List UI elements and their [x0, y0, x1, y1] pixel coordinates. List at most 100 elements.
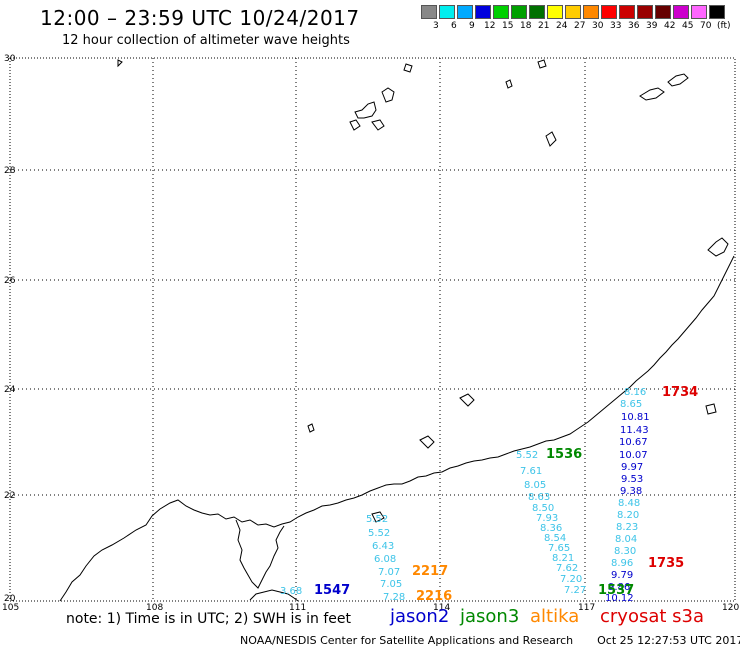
lat-label: 26 — [4, 276, 16, 286]
scale-swatch — [421, 5, 437, 19]
scale-label: 45 — [682, 21, 694, 31]
credit-text: NOAA/NESDIS Center for Satellite Applica… — [240, 634, 574, 647]
swh-value: 8.20 — [617, 510, 639, 521]
island — [354, 101, 377, 119]
swh-value: 11.43 — [620, 425, 649, 436]
lon-label: 117 — [578, 603, 595, 613]
scale-label: 33 — [610, 21, 622, 31]
legend-jason3: jason3 — [460, 606, 520, 627]
scale-label: 27 — [574, 21, 586, 31]
generation-timestamp: Oct 25 12:27:53 UTC 2017 — [597, 634, 740, 647]
pass-time-label: 2217 — [412, 564, 448, 579]
swh-value: 7.05 — [380, 579, 402, 590]
lon-label: 105 — [2, 603, 19, 613]
swh-value: 9.53 — [621, 474, 643, 485]
lon-label: 108 — [146, 603, 163, 613]
peninsula-coastline — [235, 519, 285, 589]
scale-swatch — [619, 5, 635, 19]
map-frame — [9, 57, 736, 602]
island — [707, 237, 729, 257]
legend-altika: altika — [530, 606, 580, 627]
scale-swatch — [439, 5, 455, 19]
swh-value: 3.68 — [280, 586, 302, 597]
swh-value: 8.21 — [552, 553, 574, 564]
swh-value: 10.81 — [621, 412, 650, 423]
lon-label: 120 — [722, 603, 739, 613]
swh-value: 7.07 — [378, 567, 400, 578]
scale-label: 3 — [433, 21, 439, 31]
swh-value: 5.52 — [368, 528, 390, 539]
island — [381, 87, 395, 103]
scale-swatch — [637, 5, 653, 19]
pass-time-label: 1547 — [314, 583, 350, 598]
island — [667, 73, 689, 87]
lat-label: 24 — [4, 385, 16, 395]
scale-swatch — [673, 5, 689, 19]
swh-value: 8.48 — [618, 498, 640, 509]
swh-value: 8.50 — [532, 503, 554, 514]
scale-swatch — [457, 5, 473, 19]
swh-value: 7.28 — [383, 592, 405, 603]
swh-value: 6.08 — [374, 554, 396, 565]
map-subtitle: 12 hour collection of altimeter wave hei… — [62, 33, 350, 48]
island — [639, 87, 665, 101]
scale-label: 70 — [700, 21, 712, 31]
scale-label: 36 — [628, 21, 640, 31]
pass-time-labels: 1536 1547 2217 2216 1537 1734 1735 — [314, 385, 698, 604]
island — [117, 59, 123, 68]
scale-swatch — [547, 5, 563, 19]
lat-label: 28 — [4, 166, 16, 176]
pass-time-label: 1735 — [648, 556, 684, 571]
swh-value: 5.52 — [366, 514, 388, 525]
island — [505, 79, 513, 89]
track-values: 5.52 7.61 8.05 8.63 8.50 7.93 8.36 8.54 … — [280, 387, 650, 604]
swh-value: 10.07 — [619, 450, 648, 461]
hainan-island — [249, 589, 299, 602]
island — [371, 511, 385, 523]
pass-time-label: 1536 — [546, 447, 582, 462]
scale-swatch — [601, 5, 617, 19]
swh-value: 7.62 — [556, 563, 578, 574]
island — [537, 59, 547, 69]
swh-value: 7.65 — [548, 543, 570, 554]
coastline — [59, 59, 735, 602]
swh-value: 7.61 — [520, 466, 542, 477]
lon-label: 114 — [433, 603, 450, 613]
swh-value: 7.20 — [560, 574, 582, 585]
pass-time-label: 1537 — [598, 583, 634, 598]
legend-cryosat-s3a: cryosat s3a — [600, 606, 705, 627]
island — [459, 393, 475, 407]
scale-label: 18 — [520, 21, 532, 31]
longitude-gridlines — [152, 58, 586, 601]
wave-height-color-scale — [421, 5, 727, 19]
island — [403, 63, 413, 73]
lat-label: 22 — [4, 491, 15, 501]
swh-value: 8.65 — [620, 399, 642, 410]
scale-swatch — [655, 5, 671, 19]
island — [545, 131, 557, 147]
scale-swatch — [475, 5, 491, 19]
swh-value: 10.12 — [605, 593, 634, 604]
scale-labels: 3 6 9 12 15 18 21 24 27 30 33 36 39 42 4… — [421, 21, 740, 33]
scale-swatch — [565, 5, 581, 19]
pass-time-label: 2216 — [416, 589, 452, 604]
island — [371, 119, 385, 131]
scale-label: 30 — [592, 21, 604, 31]
scale-label: 42 — [664, 21, 676, 31]
scale-label: (ft) — [717, 21, 731, 31]
swh-value: 9.79 — [611, 570, 633, 581]
scale-label: 15 — [502, 21, 514, 31]
swh-value: 8.30 — [614, 546, 636, 557]
island — [307, 423, 315, 433]
swh-value: 8.05 — [524, 480, 546, 491]
scale-label: 39 — [646, 21, 658, 31]
pass-time-label: 1734 — [662, 385, 698, 400]
scale-swatch — [691, 5, 707, 19]
swh-value: 5.52 — [516, 450, 538, 461]
swh-value: 9.86 — [608, 582, 630, 593]
scale-swatch — [583, 5, 599, 19]
scale-label: 12 — [484, 21, 496, 31]
units-note: note: 1) Time is in UTC; 2) SWH is in fe… — [66, 611, 352, 627]
swh-value: 8.04 — [615, 534, 637, 545]
